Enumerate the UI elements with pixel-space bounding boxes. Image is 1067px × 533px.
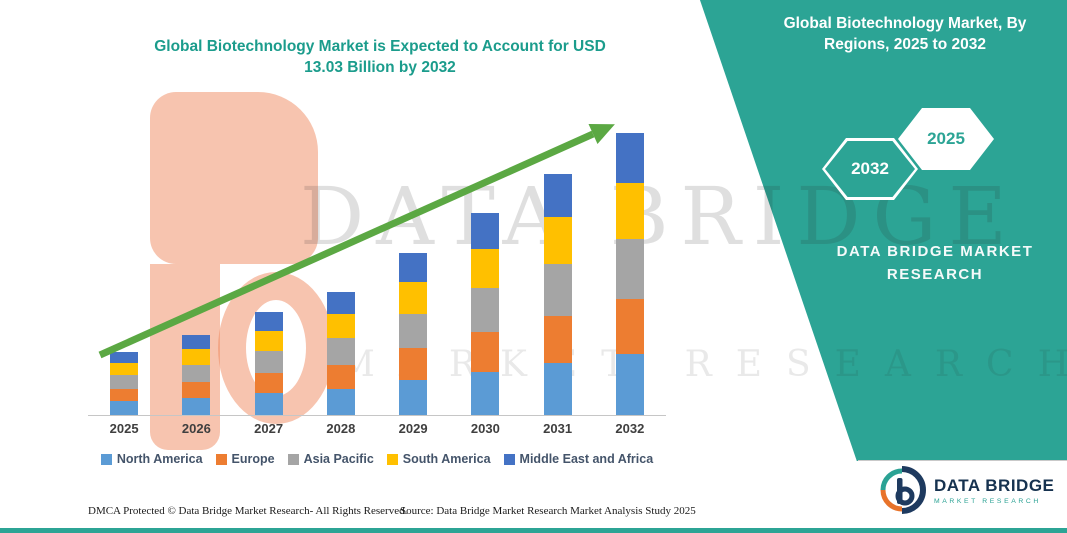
hexagon-2025: 2025 <box>898 108 994 170</box>
bar-2026 <box>160 112 232 415</box>
bar-segment <box>471 248 500 289</box>
bar-segment <box>182 397 211 415</box>
legend-swatch <box>100 453 112 465</box>
legend-label: Europe <box>231 452 275 466</box>
bar-segment <box>254 330 283 351</box>
bar-segment <box>326 338 355 365</box>
right-panel-title-line2: Regions, 2025 to 2032 <box>824 36 986 53</box>
dbmr-logo-subtitle: MARKET RESEARCH <box>934 497 1041 505</box>
hexagon-2032-border: 2032 <box>822 138 918 200</box>
bar-segment <box>182 381 211 398</box>
hexagon-2025-border: 2025 <box>898 108 994 170</box>
bar-segment <box>615 183 644 239</box>
hexagon-2025-label: 2025 <box>901 111 991 167</box>
bar-segment <box>110 401 139 415</box>
plot-area <box>88 112 666 416</box>
bar-segment <box>615 238 644 300</box>
dbmr-logo-icon <box>880 466 926 514</box>
bar-segment <box>471 371 500 415</box>
bar-segment <box>471 212 500 249</box>
chart-title-line2: 13.03 Billion by 2032 <box>304 59 456 76</box>
bar-segment <box>399 252 428 282</box>
legend-label: South America <box>402 452 491 466</box>
dbmr-logo-title: DATA BRIDGE <box>934 475 1055 495</box>
legend-item: Europe <box>215 452 275 466</box>
legend-item: North America <box>100 452 203 466</box>
bar-segment <box>471 288 500 332</box>
right-panel-title-line1: Global Biotechnology Market, By <box>783 15 1027 32</box>
bar-segment <box>254 392 283 415</box>
x-axis-label: 2031 <box>543 421 573 436</box>
bar-segment <box>471 331 500 372</box>
bar-segment <box>615 354 644 415</box>
bar-segment <box>615 133 644 184</box>
chart-title: Global Biotechnology Market is Expected … <box>140 36 620 78</box>
x-axis-label: 2029 <box>398 421 428 436</box>
bar-segment <box>399 348 428 381</box>
bar-2027 <box>233 112 305 415</box>
legend-swatch <box>503 453 515 465</box>
bar-segment <box>254 350 283 373</box>
x-axis-label: 2030 <box>470 421 500 436</box>
x-axis-label: 2027 <box>254 421 284 436</box>
bar-segment <box>326 364 355 389</box>
x-axis-label: 2032 <box>615 421 645 436</box>
legend-label: North America <box>116 452 203 466</box>
bar-segment <box>543 316 572 364</box>
footer-source-text: Source: Data Bridge Market Research Mark… <box>400 505 696 517</box>
bar-segment <box>615 299 644 355</box>
bar-2025 <box>88 112 160 415</box>
footer-dmca-text: DMCA Protected © Data Bridge Market Rese… <box>88 505 408 517</box>
chart-legend: North America Europe Asia Pacific South Ame… <box>80 452 674 466</box>
bar-segment <box>399 281 428 314</box>
bar-segment <box>182 348 211 365</box>
hexagon-2032: 2032 <box>822 138 918 200</box>
bar-segment <box>110 363 139 376</box>
bar-2029 <box>377 112 449 415</box>
dbmr-logo-text: DATA BRIDGE MARKET RESEARCH <box>934 476 1054 505</box>
bar-segment <box>110 351 139 364</box>
legend-item: South America <box>386 452 491 466</box>
x-axis-label: 2026 <box>181 421 211 436</box>
bar-2031 <box>522 112 594 415</box>
bar-2028 <box>305 112 377 415</box>
chart-title-line1: Global Biotechnology Market is Expected … <box>154 38 606 55</box>
bar-segment <box>182 364 211 382</box>
bar-segment <box>399 380 428 415</box>
right-panel-title: Global Biotechnology Market, By Regions,… <box>765 13 1045 55</box>
brand-text-line2: RESEARCH <box>886 266 984 283</box>
legend-item: Middle East and Africa <box>503 452 654 466</box>
bar-2032 <box>594 112 666 415</box>
bar-segment <box>254 312 283 331</box>
legend-swatch <box>215 453 227 465</box>
bar-segment <box>110 375 139 390</box>
bar-segment <box>543 363 572 415</box>
legend-swatch <box>386 453 398 465</box>
bar-segment <box>543 217 572 265</box>
bar-2030 <box>449 112 521 415</box>
bar-segment <box>543 174 572 218</box>
x-axis-label: 2028 <box>326 421 356 436</box>
legend-item: Asia Pacific <box>287 452 374 466</box>
x-axis-label: 2025 <box>109 421 139 436</box>
x-axis-labels: 2025 2026 2027 2028 2029 2030 2031 2032 <box>88 421 666 436</box>
bar-segment <box>110 389 139 402</box>
bar-segment <box>399 313 428 349</box>
bottom-teal-strip <box>0 528 1067 533</box>
bar-segment <box>254 372 283 393</box>
panel-divider-line <box>858 460 1067 461</box>
bar-segment <box>182 334 211 349</box>
bar-segment <box>326 388 355 415</box>
brand-text-line1: DATA BRIDGE MARKET <box>836 243 1034 260</box>
legend-swatch <box>287 453 299 465</box>
bar-segment <box>326 314 355 339</box>
dbmr-logo: DATA BRIDGE MARKET RESEARCH <box>878 466 1054 514</box>
bar-segment <box>326 292 355 315</box>
legend-label: Middle East and Africa <box>519 452 654 466</box>
legend-label: Asia Pacific <box>303 452 374 466</box>
bar-segment <box>543 264 572 317</box>
